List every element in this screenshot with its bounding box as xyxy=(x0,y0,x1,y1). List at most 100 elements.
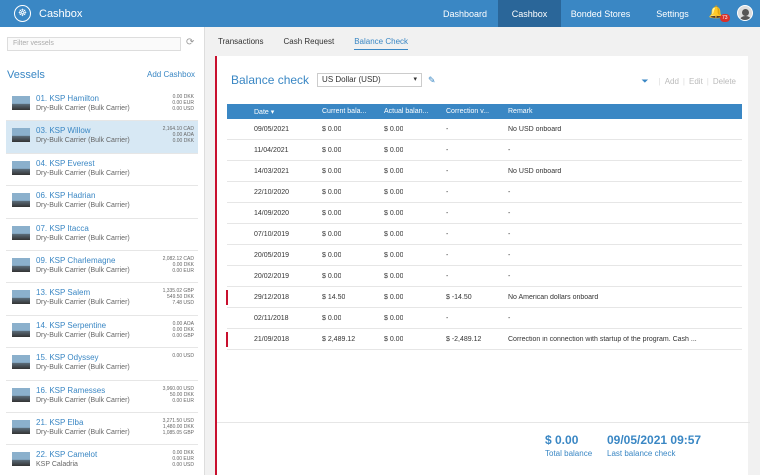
table-row[interactable]: 22/10/2020 $ 0.00 $ 0.00 - - xyxy=(227,182,742,203)
notification-badge: 73 xyxy=(720,14,730,22)
nav-dashboard[interactable]: Dashboard xyxy=(442,8,488,19)
table-row[interactable]: 21/09/2018 $ 2,489.12 $ 0.00 $ -2,489.12 Cor… xyxy=(226,329,742,350)
cell-actual-balance: $ 0.00 xyxy=(384,147,404,154)
cell-current-balance: $ 0.00 xyxy=(322,231,342,238)
balance-table: Date ▾ Current bala... Actual balan... C… xyxy=(226,104,742,350)
tab-balance-check[interactable]: Balance Check xyxy=(354,37,409,50)
vessel-item[interactable]: 09. KSP Charlemagne Dry-Bulk Carrier (Bul… xyxy=(6,251,198,284)
vessel-item[interactable]: 03. KSP Willow Dry-Bulk Carrier (Bulk Car… xyxy=(6,121,198,154)
header-actual-balance[interactable]: Actual balan... xyxy=(384,108,429,115)
vessel-item[interactable]: 06. KSP Hadrian Dry-Bulk Carrier (Bulk Ca… xyxy=(6,186,198,219)
vessel-balance: 0.00 USD xyxy=(172,353,194,360)
cell-actual-balance: $ 0.00 xyxy=(384,231,404,238)
header-correction-value[interactable]: Correction v... xyxy=(446,108,490,115)
vessel-name: 13. KSP Salem xyxy=(36,288,91,298)
cell-date: 09/05/2021 xyxy=(254,126,290,133)
table-row[interactable]: 07/10/2019 $ 0.00 $ 0.00 - - xyxy=(227,224,742,245)
vessel-balance: 1,335.02 GBP xyxy=(162,288,194,295)
pencil-icon[interactable]: ✎ xyxy=(428,74,436,85)
vessel-type: Dry-Bulk Carrier (Bulk Carrier) xyxy=(36,234,130,242)
vessel-item[interactable]: 16. KSP Ramesses Dry-Bulk Carrier (Bulk C… xyxy=(6,381,198,413)
cell-remark: - xyxy=(508,315,511,322)
table-row[interactable]: 20/05/2019 $ 0.00 $ 0.00 - - xyxy=(227,245,742,266)
cell-actual-balance: $ 0.00 xyxy=(384,252,404,259)
divider: | xyxy=(658,77,661,86)
panel-actions: ⏷ | Add | Edit | Delete xyxy=(641,76,736,87)
cell-correction: - xyxy=(446,126,449,133)
delete-button[interactable]: Delete xyxy=(712,77,736,86)
cell-actual-balance: $ 0.00 xyxy=(384,210,404,217)
vessel-balance: 1,480.00 DKK xyxy=(162,423,194,430)
vessel-item[interactable]: 07. KSP Itacca Dry-Bulk Carrier (Bulk Car… xyxy=(6,219,198,251)
cell-remark: - xyxy=(508,189,511,196)
vessel-balance: 3,271.50 USD xyxy=(162,417,194,424)
nav-settings[interactable]: Settings xyxy=(656,8,689,19)
vessel-balances: 0.00 USD xyxy=(172,353,194,359)
divider: | xyxy=(682,77,685,86)
table-header: Date ▾ Current bala... Actual balan... C… xyxy=(227,104,742,119)
bell-icon[interactable]: 🔔 xyxy=(708,5,724,19)
vessel-type: Dry-Bulk Carrier (Bulk Carrier) xyxy=(36,202,130,210)
vessel-name: 01. KSP Hamilton xyxy=(36,94,99,103)
vessel-thumbnail xyxy=(12,322,30,337)
vessel-type: KSP Caladria xyxy=(36,461,78,469)
vessel-type: Dry-Bulk Carrier (Bulk Carrier) xyxy=(36,331,130,339)
table-row[interactable]: 14/03/2021 $ 0.00 $ 0.00 - No USD onboard xyxy=(227,161,742,182)
cell-current-balance: $ 0.00 xyxy=(322,273,342,280)
cell-date: 29/12/2018 xyxy=(254,294,290,301)
vessel-item[interactable]: 14. KSP Serpentine Dry-Bulk Carrier (Bulk… xyxy=(6,316,198,349)
avatar[interactable] xyxy=(737,5,753,21)
cell-current-balance: $ 0.00 xyxy=(322,126,342,133)
vessel-balance: 0.00 DKK xyxy=(172,94,194,100)
vessel-type: Dry-Bulk Carrier (Bulk Carrier) xyxy=(36,105,130,112)
vessel-type: Dry-Bulk Carrier (Bulk Carrier) xyxy=(36,299,130,307)
cell-date: 14/09/2020 xyxy=(254,210,290,217)
cell-actual-balance: $ 0.00 xyxy=(384,126,404,133)
vessel-balance: 0.00 GBP xyxy=(172,332,194,339)
vessel-item[interactable]: 04. KSP Everest Dry-Bulk Carrier (Bulk Ca… xyxy=(6,154,198,187)
header-current-balance[interactable]: Current bala... xyxy=(322,108,367,115)
vessel-item[interactable]: 21. KSP Elba Dry-Bulk Carrier (Bulk Carri… xyxy=(6,413,198,446)
cell-remark: No American dollars onboard xyxy=(508,294,599,301)
vessel-name: 06. KSP Hadrian xyxy=(36,191,96,201)
filter-vessels-input[interactable]: Filter vessels xyxy=(7,37,181,51)
panel-header: Balance check US Dollar (USD) ▾ ✎ xyxy=(231,73,436,87)
app-logo[interactable]: ☸ Cashbox xyxy=(0,0,200,27)
vessel-item[interactable]: 15. KSP Odyssey Dry-Bulk Carrier (Bulk Ca… xyxy=(6,348,198,381)
vessel-item[interactable]: 13. KSP Salem Dry-Bulk Carrier (Bulk Carr… xyxy=(6,283,198,316)
vessel-balances: 3,960.00 USD 50.00 DKK 0.00 EUR xyxy=(163,386,194,404)
header-remark[interactable]: Remark xyxy=(508,108,533,115)
table-row[interactable]: 29/12/2018 $ 14.50 $ 0.00 $ -14.50 No Americ… xyxy=(226,287,742,308)
vessel-balances: 3,271.50 USD 1,480.00 DKK 1,085.05 GBP xyxy=(163,418,194,436)
filter-icon[interactable]: ⏷ xyxy=(641,76,649,86)
table-row[interactable]: 09/05/2021 $ 0.00 $ 0.00 - No USD onboard xyxy=(227,119,742,140)
vessel-item[interactable]: 22. KSP Camelot KSP Caladria 0.00 DKK 0.00 … xyxy=(6,445,198,475)
table-row[interactable]: 11/04/2021 $ 0.00 $ 0.00 - - xyxy=(227,140,742,161)
total-balance-value: $ 0.00 xyxy=(545,433,579,447)
header-date[interactable]: Date ▾ xyxy=(254,109,275,116)
add-button[interactable]: Add xyxy=(664,77,679,86)
cell-date: 02/11/2018 xyxy=(254,315,289,322)
table-row[interactable]: 14/09/2020 $ 0.00 $ 0.00 - - xyxy=(227,203,742,224)
table-row[interactable]: 02/11/2018 $ 0.00 $ 0.00 - - xyxy=(227,308,742,329)
edit-button[interactable]: Edit xyxy=(689,77,703,86)
vessel-name: 03. KSP Willow xyxy=(36,126,91,136)
nav-bonded-stores[interactable]: Bonded Stores xyxy=(570,8,631,19)
vessel-balance: 0.00 AOA xyxy=(172,132,194,139)
vessel-balance: 2,082.12 CAD xyxy=(162,255,194,262)
totals-footer: $ 0.00 Total balance 09/05/2021 09:57 La… xyxy=(217,422,750,475)
cell-correction: - xyxy=(446,315,449,322)
cell-date: 14/03/2021 xyxy=(254,168,290,175)
table-row[interactable]: 20/02/2019 $ 0.00 $ 0.00 - - xyxy=(227,266,742,287)
tab-cash-request[interactable]: Cash Request xyxy=(283,37,335,46)
refresh-icon[interactable]: ⟳ xyxy=(186,37,195,48)
vessel-name: 14. KSP Serpentine xyxy=(36,320,107,330)
currency-select[interactable]: US Dollar (USD) ▾ xyxy=(317,73,423,87)
tab-transactions[interactable]: Transactions xyxy=(218,37,264,46)
vessel-item[interactable]: 01. KSP Hamilton Dry-Bulk Carrier (Bulk C… xyxy=(6,89,198,122)
vessel-balance: 0.00 DKK xyxy=(172,326,194,333)
add-cashbox-link[interactable]: Add Cashbox xyxy=(147,70,196,79)
vessel-balance: 0.00 DKK xyxy=(172,450,194,457)
nav-cashbox[interactable]: Cashbox xyxy=(498,0,561,27)
vessel-thumbnail xyxy=(12,290,30,305)
